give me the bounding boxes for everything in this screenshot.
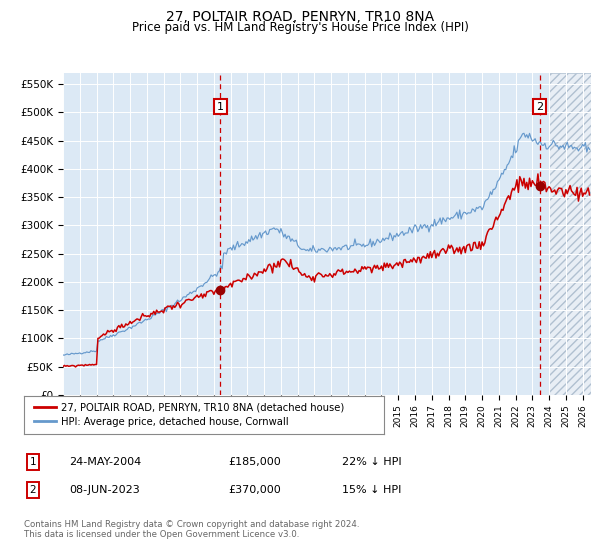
Text: £370,000: £370,000: [228, 485, 281, 495]
Bar: [549, 73, 591, 395]
Legend: 27, POLTAIR ROAD, PENRYN, TR10 8NA (detached house), HPI: Average price, detache: 27, POLTAIR ROAD, PENRYN, TR10 8NA (deta…: [29, 398, 349, 432]
Text: 2: 2: [536, 102, 543, 111]
Text: 1: 1: [217, 102, 224, 111]
Text: £185,000: £185,000: [228, 457, 281, 467]
Text: 08-JUN-2023: 08-JUN-2023: [69, 485, 140, 495]
Text: 27, POLTAIR ROAD, PENRYN, TR10 8NA: 27, POLTAIR ROAD, PENRYN, TR10 8NA: [166, 10, 434, 24]
Text: Contains HM Land Registry data © Crown copyright and database right 2024.
This d: Contains HM Land Registry data © Crown c…: [24, 520, 359, 539]
Text: 2: 2: [29, 485, 37, 495]
Text: 24-MAY-2004: 24-MAY-2004: [69, 457, 141, 467]
Text: 15% ↓ HPI: 15% ↓ HPI: [342, 485, 401, 495]
Text: Price paid vs. HM Land Registry's House Price Index (HPI): Price paid vs. HM Land Registry's House …: [131, 21, 469, 34]
Text: 1: 1: [29, 457, 37, 467]
Text: 22% ↓ HPI: 22% ↓ HPI: [342, 457, 401, 467]
